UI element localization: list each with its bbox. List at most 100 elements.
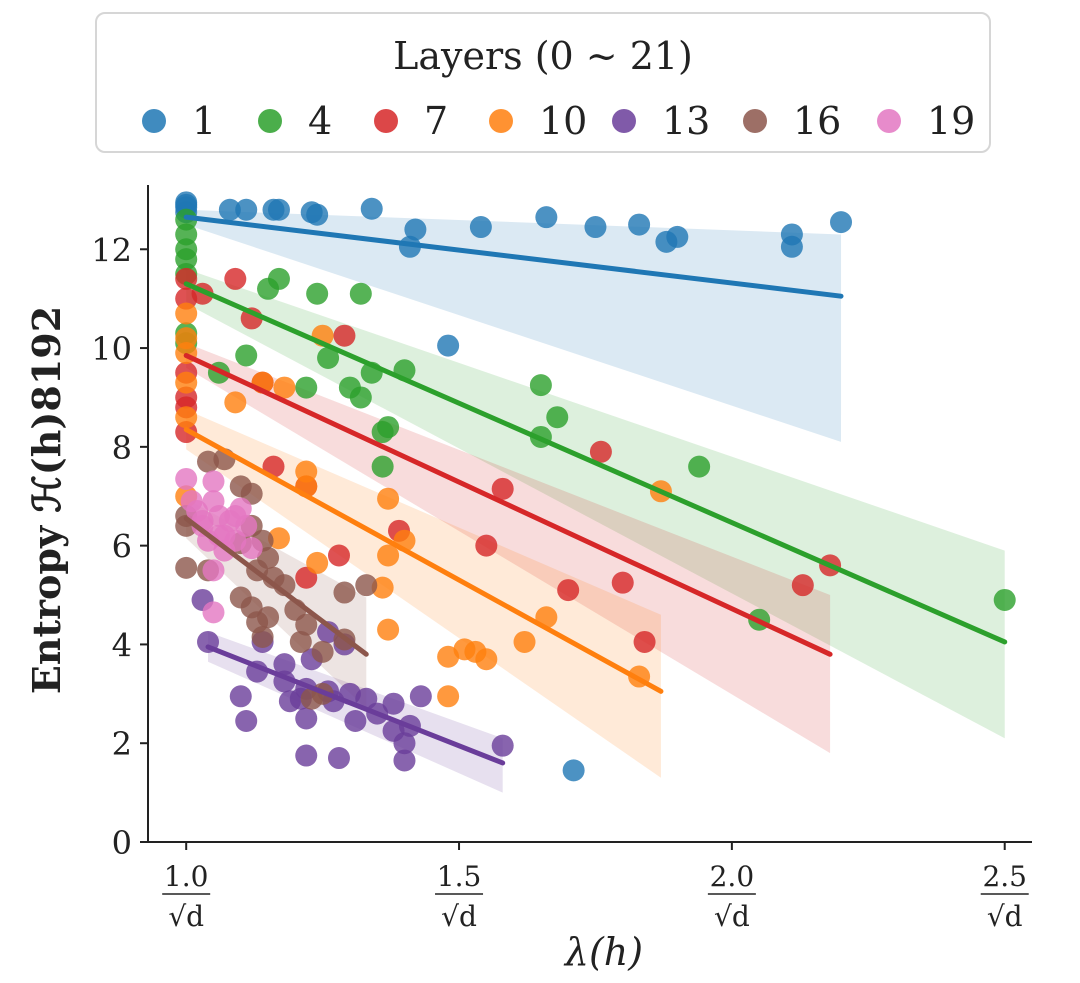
data-point-layer-1 [437, 334, 460, 357]
data-point-layer-13 [344, 709, 367, 732]
data-point-layer-10 [224, 391, 247, 414]
legend-item-layer-13: 13 [612, 96, 710, 146]
data-point-layer-1 [666, 225, 689, 248]
data-point-layer-7 [791, 574, 814, 597]
data-point-layer-13 [273, 653, 296, 676]
y-axis-label: Entropy ℋ(h)8192 [24, 306, 69, 694]
legend-marker [877, 109, 901, 133]
legend-label: 1 [192, 99, 217, 143]
data-point-layer-7 [327, 544, 350, 567]
data-point-layer-13 [409, 685, 432, 708]
regression-line-layer-7 [183, 352, 833, 657]
data-point-layer-4 [349, 386, 372, 409]
data-point-layer-10 [464, 640, 487, 663]
data-point-layer-7 [557, 579, 580, 602]
regression-line-layer-16 [183, 515, 369, 657]
axes: 0 2 4 6 8 10 12 1.0 √d 1.5 √d 2.0 √d 2.5 √d [91, 185, 1032, 933]
data-point-layer-16 [175, 556, 198, 579]
x-tick-label-denominator: √d [714, 900, 750, 933]
data-point-layer-1 [780, 235, 803, 258]
x-tick-label-denominator: √d [987, 900, 1023, 933]
legend: Layers (0 ∼ 21) 1 4 7 10 13 16 19 [95, 12, 991, 153]
data-point-layer-10 [377, 544, 400, 567]
data-point-layer-10 [175, 302, 198, 325]
data-point-layer-16 [257, 606, 280, 629]
data-point-layer-19 [202, 470, 225, 493]
data-point-layer-10 [175, 371, 198, 394]
legend-label: 10 [539, 99, 588, 143]
data-point-layer-19 [202, 559, 225, 582]
y-tick-label: 4 [112, 626, 132, 664]
legend-title: Layers (0 ∼ 21) [393, 34, 693, 78]
data-point-layer-7 [333, 324, 356, 347]
data-point-layer-1 [562, 759, 585, 782]
confidence-band-layer-10 [186, 409, 661, 778]
x-tick-label-numerator: 2.5 [982, 860, 1027, 893]
data-point-layer-1 [235, 198, 258, 221]
data-point-layer-16 [197, 450, 220, 473]
data-point-layer-16 [311, 640, 334, 663]
x-tick-label-denominator: √d [168, 900, 204, 933]
data-point-layer-4 [306, 282, 329, 305]
y-tick-label: 6 [112, 528, 132, 566]
data-point-layer-16 [251, 626, 274, 649]
data-point-layer-13 [382, 692, 405, 715]
data-point-layer-4 [546, 406, 569, 429]
confidence-band-layer-7 [186, 343, 831, 754]
legend-item-layer-19: 19 [877, 96, 975, 146]
data-point-layer-10 [371, 576, 394, 599]
x-axis-label: λ(h) [563, 930, 643, 974]
confidence-band-layer-1 [186, 209, 842, 442]
regression-line-layer-1 [183, 214, 844, 299]
legend-item-layer-7: 7 [374, 96, 448, 146]
data-point-layer-4 [349, 282, 372, 305]
data-point-layer-1 [469, 216, 492, 239]
data-point-layer-4 [371, 421, 394, 444]
y-tick-label: 0 [112, 824, 132, 862]
data-point-layer-1 [830, 211, 853, 234]
x-tick-label-numerator: 1.5 [437, 860, 482, 893]
x-tick-label-numerator: 1.0 [164, 860, 209, 893]
data-point-layer-13 [327, 747, 350, 770]
data-point-layer-16 [355, 574, 378, 597]
legend-marker [489, 109, 513, 133]
y-tick-label: 2 [112, 725, 132, 763]
data-point-layer-19 [175, 467, 198, 490]
legend-label: 4 [308, 99, 333, 143]
data-point-layer-10 [437, 685, 460, 708]
data-point-layer-19 [224, 505, 247, 527]
data-point-layer-16 [333, 581, 356, 604]
data-point-layer-4 [688, 455, 711, 478]
data-point-layer-4 [993, 588, 1016, 611]
regression-line-layer-13 [205, 644, 506, 766]
legend-label: 7 [424, 99, 449, 143]
y-tick-label: 10 [91, 330, 132, 368]
data-point-layer-13 [295, 707, 318, 730]
data-point-layer-10 [437, 645, 460, 668]
regression-lines [183, 214, 1008, 766]
y-tick-label: 8 [112, 429, 132, 467]
data-point-layer-1 [262, 198, 285, 221]
data-point-layer-13 [393, 749, 416, 772]
data-point-layer-1 [404, 218, 427, 241]
x-tick-label-denominator: √d [441, 900, 477, 933]
x-tick-label-numerator: 2.0 [710, 860, 755, 893]
regression-line-layer-4 [183, 281, 1008, 645]
data-point-layer-7 [491, 477, 514, 500]
data-point-layer-1 [535, 206, 558, 229]
data-point-layer-1 [360, 197, 383, 220]
regression-line-layer-10 [183, 427, 664, 694]
data-point-layer-7 [633, 630, 656, 653]
legend-marker [612, 109, 636, 133]
legend-marker [142, 109, 166, 133]
data-point-layer-7 [611, 571, 634, 594]
legend-item-layer-4: 4 [258, 96, 332, 146]
data-point-layer-13 [235, 709, 258, 732]
data-point-layer-16 [295, 613, 318, 636]
data-point-layer-16 [257, 546, 280, 569]
data-point-layer-7 [475, 534, 498, 557]
data-point-layer-13 [229, 685, 252, 708]
data-point-layer-1 [628, 213, 651, 236]
data-point-layer-1 [584, 216, 607, 239]
